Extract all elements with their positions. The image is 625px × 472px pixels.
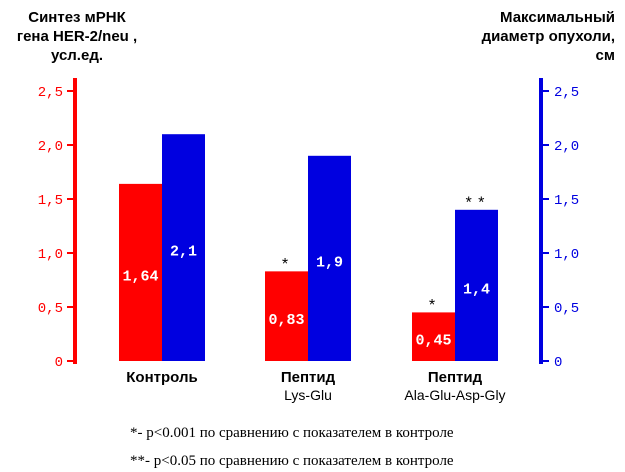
bar xyxy=(455,209,498,361)
category-label: Пептид xyxy=(428,369,483,386)
left-axis-tick-label: 2,0 xyxy=(38,139,63,155)
left-axis-tick-label: 1,0 xyxy=(38,247,63,263)
significance-marker: * xyxy=(427,297,440,315)
bar xyxy=(162,134,205,361)
left-axis-tick-label: 1,5 xyxy=(38,193,63,209)
bar-value-label: 0,83 xyxy=(268,312,304,329)
left-axis-tick-label: 0 xyxy=(55,355,63,371)
right-axis-tick-label: 1,5 xyxy=(554,193,579,209)
bar-value-label: 1,9 xyxy=(316,254,343,271)
right-axis-title-line-1: Максимальный xyxy=(500,9,615,26)
right-axis-tick-label: 1,0 xyxy=(554,247,579,263)
left-axis-title-line-2: гена HER-2/neu , xyxy=(16,28,138,45)
right-axis-tick-label: 0 xyxy=(554,355,562,371)
right-axis-tick-label: 2,5 xyxy=(554,85,579,101)
bar-value-label: 0,45 xyxy=(415,333,451,350)
bar-value-label: 1,4 xyxy=(463,281,490,298)
significance-marker: * xyxy=(280,256,293,274)
bar-value-label: 2,1 xyxy=(170,244,197,261)
bar xyxy=(119,183,162,361)
category-sublabel: Lys-Glu xyxy=(284,387,332,403)
footnote-2: **- p<0.05 по сравнению с показателем в … xyxy=(130,453,454,469)
bar-value-label: 1,64 xyxy=(122,268,158,285)
category-sublabel: Ala-Glu-Asp-Gly xyxy=(404,387,505,403)
right-axis-tick-label: 0,5 xyxy=(554,301,579,317)
category-label: Пептид xyxy=(281,369,336,386)
left-axis-title: Синтез мРНК гена HER-2/neu , усл.ед. xyxy=(2,8,152,65)
right-axis-title: Максимальный диаметр опухоли, см xyxy=(445,8,615,65)
significance-marker: ** xyxy=(464,195,489,213)
left-axis-tick-label: 0,5 xyxy=(38,301,63,317)
bar xyxy=(308,155,351,361)
right-axis-tick-label: 2,0 xyxy=(554,139,579,155)
bar xyxy=(412,312,455,361)
left-axis-title-line-1: Синтез мРНК xyxy=(28,9,126,26)
left-axis-title-line-3: усл.ед. xyxy=(50,47,104,64)
left-axis-tick-label: 2,5 xyxy=(38,85,63,101)
category-label: Контроль xyxy=(126,369,197,386)
bar xyxy=(265,271,308,361)
right-axis-title-line-3: см xyxy=(595,47,615,64)
footnote-1: *- p<0.001 по сравнению с показателем в … xyxy=(130,425,454,441)
right-axis-title-line-2: диаметр опухоли, xyxy=(481,28,615,45)
